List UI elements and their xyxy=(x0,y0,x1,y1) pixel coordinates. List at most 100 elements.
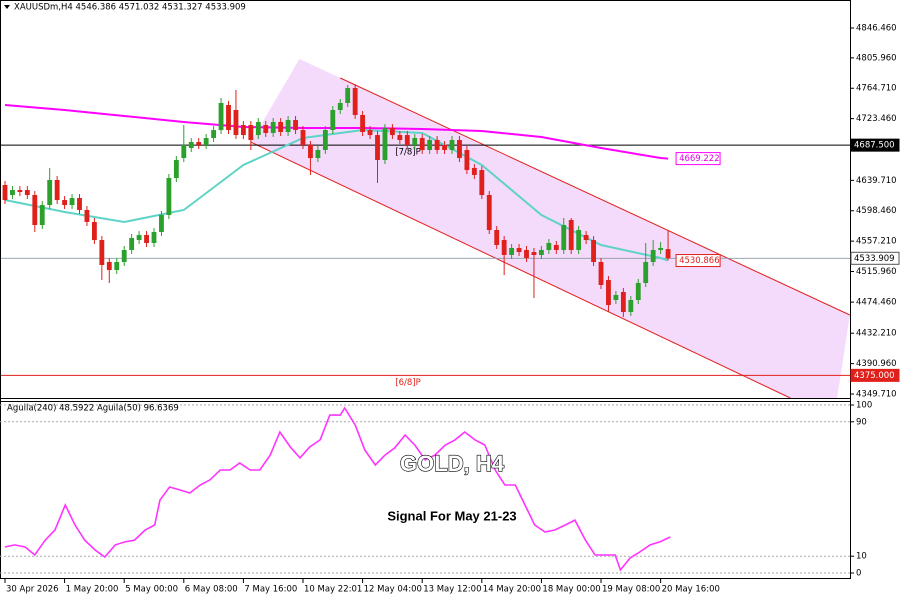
ma-value-label: 4530.866 xyxy=(679,256,720,266)
candle-body xyxy=(345,88,351,103)
candle-body xyxy=(628,300,634,313)
candle-body xyxy=(255,122,261,136)
candle-body xyxy=(308,144,313,159)
y-tick-label: 4515.960 xyxy=(856,267,897,277)
candle-body xyxy=(360,115,366,133)
candle-body xyxy=(531,252,537,255)
candle-body xyxy=(576,230,582,250)
candle-body xyxy=(427,139,433,150)
x-tick-label: 18 May 00:00 xyxy=(542,585,600,595)
candle-body xyxy=(181,144,187,159)
y-tick-label: 4390.960 xyxy=(856,359,897,369)
candle-body xyxy=(538,249,544,255)
indicator-label: Aguila(240) 48.5922 Aguila(50) 96.6369 xyxy=(7,404,179,414)
candle-body xyxy=(218,102,224,131)
candle-body xyxy=(270,122,276,133)
candle-body xyxy=(397,135,403,140)
ma-value-label-box xyxy=(675,254,721,268)
y-tick-label: 4474.460 xyxy=(856,298,897,308)
candle-body xyxy=(471,167,477,175)
indicator-panel xyxy=(0,404,850,574)
x-tick-label: 1 May 20:00 xyxy=(66,585,119,595)
symbol-header: XAUUSDm,H4 4546.386 4571.032 4531.327 45… xyxy=(14,3,246,13)
candle-body xyxy=(69,198,75,206)
candle-body xyxy=(322,130,328,150)
x-tick-label: 12 May 04:00 xyxy=(364,585,422,595)
candle-body xyxy=(613,294,619,301)
y-tick-label: 4639.710 xyxy=(856,176,897,186)
x-tick-label: 19 May 08:00 xyxy=(602,585,660,595)
candle-body xyxy=(62,200,68,206)
y-tick-label: 4432.210 xyxy=(856,329,897,339)
candle-body xyxy=(114,261,120,271)
candle-body xyxy=(173,160,179,178)
candle-body xyxy=(650,249,656,262)
ma-value-label-box xyxy=(675,152,721,166)
x-tick-label: 5 May 00:00 xyxy=(125,585,178,595)
x-tick-label: 30 Apr 2026 xyxy=(6,585,59,595)
candle-body xyxy=(285,120,291,133)
candle-body xyxy=(501,240,507,255)
indicator-line xyxy=(4,406,671,572)
candle-body xyxy=(129,237,135,250)
candle-body xyxy=(77,198,82,210)
candle-body xyxy=(136,235,142,241)
candle-body xyxy=(412,137,418,145)
level-text: [7/8]P xyxy=(395,148,420,158)
candle-body xyxy=(315,149,321,159)
candle-body xyxy=(419,137,425,150)
candle-body xyxy=(293,120,298,131)
candle-body xyxy=(658,247,664,250)
candle-body xyxy=(591,240,596,262)
channel-fill xyxy=(250,59,850,398)
level-price-label: 4687.500 xyxy=(854,141,895,151)
last-price-label: 4533.909 xyxy=(854,254,895,264)
candle-body xyxy=(54,179,60,201)
candle-body xyxy=(24,190,30,196)
level-price-label: 4375.000 xyxy=(854,371,895,381)
y-tick-label: 4723.460 xyxy=(856,114,897,124)
candle-body xyxy=(643,261,649,283)
candle-body xyxy=(442,144,447,150)
candle-body xyxy=(39,205,45,226)
candle-body xyxy=(620,291,626,313)
channel-upper xyxy=(340,77,850,316)
x-tick-label: 20 May 16:00 xyxy=(662,585,720,595)
x-tick-label: 14 May 20:00 xyxy=(483,585,541,595)
channel-lower xyxy=(250,141,791,398)
candle-body xyxy=(91,221,97,241)
candle-body xyxy=(486,195,492,231)
candle-body xyxy=(375,135,380,161)
candle-body xyxy=(479,170,485,196)
candle-body xyxy=(382,128,388,161)
y-tick-label: 4764.710 xyxy=(856,84,897,94)
candle-body xyxy=(121,249,127,262)
candle-body xyxy=(17,190,23,192)
candle-body xyxy=(606,280,611,306)
x-tick-label: 6 May 08:00 xyxy=(185,585,238,595)
level-text: [6/8]P xyxy=(395,378,420,388)
candle-body xyxy=(516,247,522,253)
candle-body xyxy=(188,142,194,149)
candle-body xyxy=(553,244,559,250)
candle-body xyxy=(10,190,15,196)
x-tick-label: 10 May 22:01 xyxy=(304,585,362,595)
candle-body xyxy=(159,214,164,233)
candle-body xyxy=(47,179,53,206)
candle-body xyxy=(240,125,246,136)
candle-body xyxy=(203,137,209,145)
candle-body xyxy=(389,128,395,136)
main-panel: [7/8]P [6/8]P xyxy=(1,59,850,398)
candle-body xyxy=(561,225,567,250)
x-tick-label: 13 May 12:00 xyxy=(423,585,481,595)
candle-body xyxy=(2,184,8,201)
y-tick-label: 0 xyxy=(856,569,861,579)
candle-body xyxy=(464,149,470,171)
axes: 4846.4604805.9604764.7104723.4604682.210… xyxy=(4,24,900,595)
candle-body xyxy=(263,125,269,133)
candle-body xyxy=(494,230,500,245)
candle-body xyxy=(457,139,462,159)
candle-body xyxy=(367,130,373,136)
candle-body xyxy=(248,125,254,140)
